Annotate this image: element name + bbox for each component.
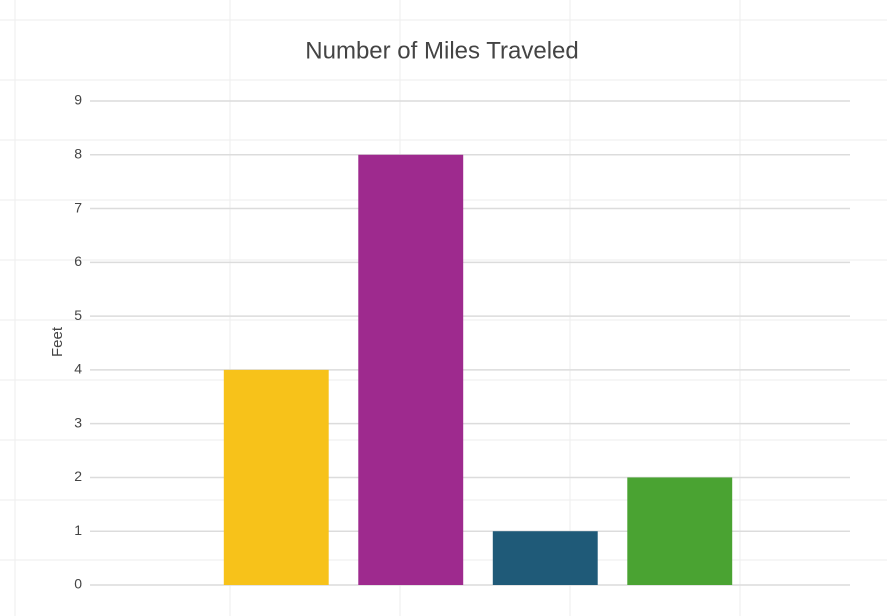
y-tick-label: 9 bbox=[74, 92, 82, 108]
bar bbox=[223, 369, 329, 585]
y-tick-label: 6 bbox=[74, 253, 82, 269]
y-tick-label: 8 bbox=[74, 145, 82, 161]
y-tick-label: 7 bbox=[74, 199, 82, 215]
bar bbox=[627, 477, 733, 585]
y-tick-label: 0 bbox=[74, 576, 82, 592]
y-tick-label: 4 bbox=[74, 361, 82, 377]
y-tick-label: 3 bbox=[74, 414, 82, 430]
bar bbox=[492, 531, 598, 585]
y-tick-label: 1 bbox=[74, 522, 82, 538]
y-tick-label: 5 bbox=[74, 307, 82, 323]
y-tick-label: 2 bbox=[74, 468, 82, 484]
y-axis-label: Feet bbox=[49, 326, 66, 357]
bar bbox=[358, 154, 464, 585]
chart-title: Number of Miles Traveled bbox=[305, 37, 578, 64]
